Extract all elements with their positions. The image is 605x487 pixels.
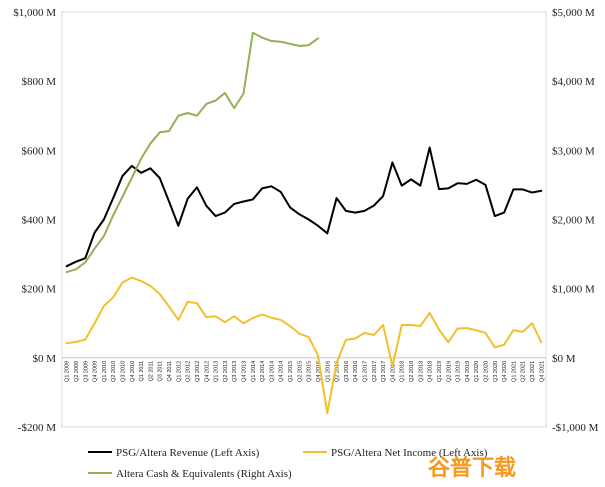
legend-label: Altera Cash & Equivalents (Right Axis) (116, 468, 292, 480)
right-axis-tick-label: $5,000 M (552, 7, 595, 19)
x-tick-label: Q4 2018 (428, 361, 434, 382)
x-tick-label: Q3 2016 (344, 361, 350, 382)
right-axis-tick-label: $3,000 M (552, 145, 595, 157)
x-tick-label: Q1 2010 (102, 361, 108, 382)
x-tick-label: Q1 2018 (400, 361, 406, 382)
x-tick-label: Q3 2014 (269, 361, 275, 382)
x-tick-label: Q2 2018 (409, 361, 415, 382)
right-axis-ticks: $5,000 M $4,000 M $3,000 M $2,000 M $1,000 M… (552, 7, 599, 434)
x-tick-label: Q1 2021 (511, 361, 517, 382)
left-axis-tick-label: $600 M (21, 145, 56, 157)
x-tick-label: Q2 2009 (74, 361, 80, 382)
x-tick-label: Q2 2014 (260, 361, 266, 382)
x-tick-label: Q4 2013 (242, 361, 248, 382)
x-tick-label: Q3 2017 (381, 361, 387, 382)
plot-area-frame (61, 11, 547, 428)
right-axis-tick-label: -$1,000 M (552, 422, 599, 434)
watermark-logo: 谷普下载 (428, 455, 516, 481)
left-axis-tick-label: $0 M (32, 353, 56, 365)
x-tick-label: Q4 2012 (204, 361, 210, 382)
left-axis-ticks: $1,000 M $800 M $600 M $400 M $200 M $0 M -$20… (13, 7, 56, 434)
series-lines (65, 31, 543, 415)
x-tick-label: Q4 2014 (279, 361, 285, 382)
x-tick-label: Q2 2020 (484, 361, 490, 382)
x-tick-label: Q2 2015 (297, 361, 303, 382)
x-tick-label: Q1 2020 (474, 361, 480, 382)
legend-label: PSG/Altera Revenue (Left Axis) (116, 447, 260, 459)
x-tick-label: Q1 2016 (325, 361, 331, 382)
right-axis-tick-label: $2,000 M (552, 215, 595, 227)
x-tick-label: Q3 2018 (418, 361, 424, 382)
x-tick-label: Q3 2009 (83, 361, 89, 382)
right-axis-tick-label: $4,000 M (552, 76, 595, 88)
x-tick-label: Q1 2014 (251, 361, 257, 382)
x-tick-label: Q1 2015 (288, 361, 294, 382)
left-axis-tick-label: $800 M (21, 76, 56, 88)
x-tick-label: Q4 2010 (130, 361, 136, 382)
left-axis-tick-label: -$200 M (18, 422, 56, 434)
legend: PSG/Altera Revenue (Left Axis) PSG/Altera… (88, 447, 488, 480)
series-line-2 (65, 276, 543, 415)
x-tick-label: Q2 2013 (223, 361, 229, 382)
x-tick-label: Q1 2013 (214, 361, 220, 382)
x-tick-label: Q4 2021 (539, 361, 545, 382)
x-tick-label: Q3 2011 (158, 361, 164, 382)
x-tick-label: Q2 2012 (186, 361, 192, 382)
x-tick-label: Q3 2015 (307, 361, 313, 382)
x-tick-label: Q1 2012 (176, 361, 182, 382)
x-tick-label: Q4 2011 (167, 361, 173, 382)
series-line-3 (65, 31, 319, 274)
x-tick-label: Q4 2015 (316, 361, 322, 382)
x-tick-label: Q1 2009 (65, 361, 71, 382)
x-tick-label: Q4 2017 (390, 361, 396, 382)
x-tick-label: Q3 2010 (121, 361, 127, 382)
right-axis-tick-label: $1,000 M (552, 284, 595, 296)
series-line-1 (65, 146, 543, 268)
x-tick-label: Q4 2019 (465, 361, 471, 382)
x-tick-label: Q4 2016 (353, 361, 359, 382)
x-tick-label: Q2 2021 (521, 361, 527, 382)
x-tick-label: Q4 2020 (502, 361, 508, 382)
x-tick-label: Q2 2016 (335, 361, 341, 382)
legend-label: PSG/Altera Net Income (Left Axis) (331, 447, 488, 459)
x-tick-label: Q3 2013 (232, 361, 238, 382)
x-tick-label: Q3 2020 (493, 361, 499, 382)
x-tick-label: Q2 2010 (111, 361, 117, 382)
x-tick-label: Q3 2012 (195, 361, 201, 382)
x-tick-label: Q3 2021 (530, 361, 536, 382)
x-tick-label: Q1 2011 (139, 361, 145, 382)
x-tick-label: Q1 2017 (363, 361, 369, 382)
right-axis-tick-label: $0 M (552, 353, 576, 365)
x-axis-quarter-labels: Q1 2009 Q2 2009 Q3 2009 Q4 2009 Q1 2010 Q2 20… (65, 361, 546, 382)
x-tick-label: Q2 2019 (446, 361, 452, 382)
x-tick-label: Q2 2017 (372, 361, 378, 382)
x-tick-label: Q3 2019 (456, 361, 462, 382)
x-tick-label: Q1 2019 (437, 361, 443, 382)
x-tick-label: Q4 2009 (93, 361, 99, 382)
x-tick-label: Q2 2011 (148, 361, 154, 382)
left-axis-tick-label: $200 M (21, 284, 56, 296)
left-axis-tick-label: $400 M (21, 215, 56, 227)
left-axis-tick-label: $1,000 M (13, 7, 56, 19)
